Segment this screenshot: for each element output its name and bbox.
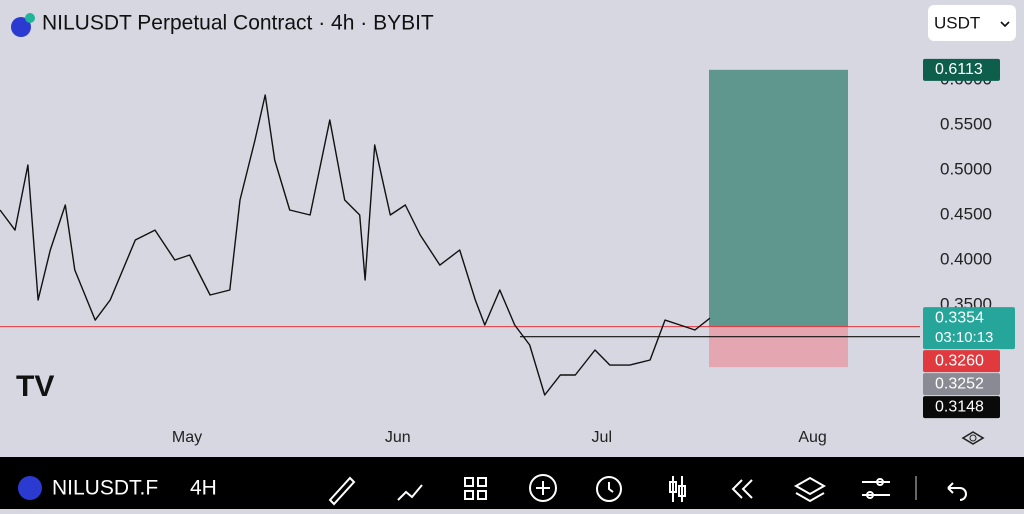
- price-tag-countdown: 03:10:13: [935, 329, 993, 346]
- settings-icon[interactable]: [961, 431, 985, 445]
- exchange-icon: [11, 17, 31, 37]
- price-tag: [923, 58, 1000, 81]
- toolbar-symbol-icon: [18, 476, 42, 500]
- price-line: [0, 94, 711, 396]
- target-zone: [709, 69, 848, 327]
- price-tag: [923, 350, 1000, 373]
- chart-bg: [0, 0, 1024, 457]
- candle-body: [678, 485, 686, 497]
- replay-icon[interactable]: [731, 479, 753, 499]
- layers-icon[interactable]: [793, 476, 827, 503]
- slider-knob: [876, 478, 884, 486]
- y-tick-label: 0.5500: [940, 115, 992, 134]
- x-tick-label: Jul: [592, 429, 612, 446]
- x-tick-label: Aug: [798, 429, 826, 446]
- layout-icon[interactable]: [464, 477, 474, 487]
- price-tag-label: 0.3354: [935, 309, 984, 326]
- candles-icon[interactable]: [672, 476, 683, 502]
- candle-body: [669, 481, 677, 493]
- toolbar-symbol[interactable]: NILUSDT.F: [52, 477, 158, 500]
- draw-icon[interactable]: [328, 476, 356, 506]
- toolbar: [0, 457, 1024, 509]
- y-tick-label: 0.4000: [940, 250, 992, 269]
- symbol-title: NILUSDT Perpetual Contract · 4h · BYBIT: [42, 12, 434, 35]
- alert-icon-hands: [608, 482, 614, 493]
- status-dot: [25, 13, 35, 23]
- stop-zone: [709, 326, 848, 368]
- add-icon[interactable]: [529, 474, 557, 502]
- y-tick-label: 0.4500: [940, 205, 992, 224]
- plot: 0.35000.40000.45000.50000.55000.6000MayJ…: [0, 58, 1015, 446]
- currency-select[interactable]: [928, 5, 1016, 41]
- alert-icon[interactable]: [596, 476, 622, 502]
- price-tag: [923, 307, 1015, 350]
- undo-icon[interactable]: [947, 482, 967, 501]
- toolbar-interval[interactable]: 4H: [190, 477, 217, 500]
- add-icon-plus: [536, 481, 550, 495]
- currency-label[interactable]: USDT: [934, 13, 980, 32]
- layout-icon: [477, 477, 487, 487]
- indicators-icon[interactable]: [397, 484, 423, 501]
- dropdown-arrow: [1000, 21, 1010, 28]
- price-tag-label: 0.3260: [935, 352, 984, 369]
- y-tick-label: 0.5000: [940, 160, 992, 179]
- price-tag-label: 0.3252: [935, 375, 984, 392]
- layout-icon: [464, 490, 474, 500]
- toolbar-icons: [328, 474, 967, 506]
- price-tag-label: 0.6113: [935, 61, 983, 78]
- x-tick-label: May: [172, 429, 202, 446]
- tv-logo: TV: [16, 370, 54, 403]
- x-tick-label: Jun: [385, 429, 411, 446]
- price-tag: [923, 396, 1000, 419]
- slider-knob: [866, 491, 874, 499]
- price-tag-label: 0.3148: [935, 398, 984, 415]
- settings-icon-dot: [969, 434, 977, 442]
- price-tag: [923, 373, 1000, 396]
- layout-icon: [477, 490, 487, 500]
